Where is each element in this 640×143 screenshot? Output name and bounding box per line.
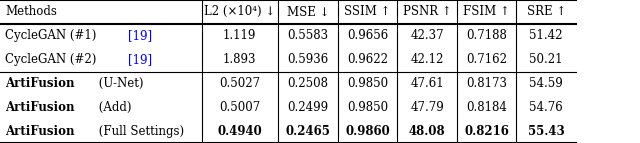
Text: (Full Settings): (Full Settings) <box>95 125 184 138</box>
Text: 0.4940: 0.4940 <box>218 125 262 138</box>
Text: 0.9860: 0.9860 <box>346 125 390 138</box>
Text: 54.76: 54.76 <box>529 101 563 114</box>
Text: 50.21: 50.21 <box>529 53 563 66</box>
Text: MSE ↓: MSE ↓ <box>287 5 329 18</box>
Text: 42.37: 42.37 <box>410 29 444 42</box>
Text: 0.5583: 0.5583 <box>287 29 328 42</box>
Text: (U-Net): (U-Net) <box>95 77 143 90</box>
Text: [19]: [19] <box>128 29 152 42</box>
Text: ArtiFusion: ArtiFusion <box>5 125 75 138</box>
Text: 0.9656: 0.9656 <box>347 29 388 42</box>
Text: 1.893: 1.893 <box>223 53 257 66</box>
Text: 0.9850: 0.9850 <box>347 77 388 90</box>
Text: 0.8216: 0.8216 <box>464 125 509 138</box>
Text: SSIM ↑: SSIM ↑ <box>344 5 391 18</box>
Text: 0.8173: 0.8173 <box>466 77 508 90</box>
Text: 0.8184: 0.8184 <box>467 101 507 114</box>
Text: 0.9850: 0.9850 <box>347 101 388 114</box>
Text: (Add): (Add) <box>95 101 131 114</box>
Text: L2 (×10⁴) ↓: L2 (×10⁴) ↓ <box>204 5 275 18</box>
Text: 0.7162: 0.7162 <box>466 53 508 66</box>
Text: CycleGAN (#2): CycleGAN (#2) <box>5 53 100 66</box>
Text: 0.5007: 0.5007 <box>219 101 260 114</box>
Text: 47.79: 47.79 <box>410 101 444 114</box>
Text: FSIM ↑: FSIM ↑ <box>463 5 510 18</box>
Text: 55.43: 55.43 <box>528 125 564 138</box>
Text: PSNR ↑: PSNR ↑ <box>403 5 452 18</box>
Text: 0.7188: 0.7188 <box>467 29 507 42</box>
Text: 54.59: 54.59 <box>529 77 563 90</box>
Text: [19]: [19] <box>128 53 152 66</box>
Text: 0.5027: 0.5027 <box>219 77 260 90</box>
Text: 0.2499: 0.2499 <box>287 101 328 114</box>
Text: ArtiFusion: ArtiFusion <box>5 101 75 114</box>
Text: CycleGAN (#1): CycleGAN (#1) <box>5 29 100 42</box>
Text: 47.61: 47.61 <box>410 77 444 90</box>
Text: 0.2508: 0.2508 <box>287 77 328 90</box>
Text: 48.08: 48.08 <box>409 125 445 138</box>
Text: 0.2465: 0.2465 <box>285 125 330 138</box>
Text: 42.12: 42.12 <box>410 53 444 66</box>
Text: Methods: Methods <box>5 5 57 18</box>
Text: 51.42: 51.42 <box>529 29 563 42</box>
Text: ArtiFusion: ArtiFusion <box>5 77 75 90</box>
Text: 1.119: 1.119 <box>223 29 257 42</box>
Text: 0.9622: 0.9622 <box>347 53 388 66</box>
Text: 0.5936: 0.5936 <box>287 53 328 66</box>
Text: SRE ↑: SRE ↑ <box>527 5 566 18</box>
